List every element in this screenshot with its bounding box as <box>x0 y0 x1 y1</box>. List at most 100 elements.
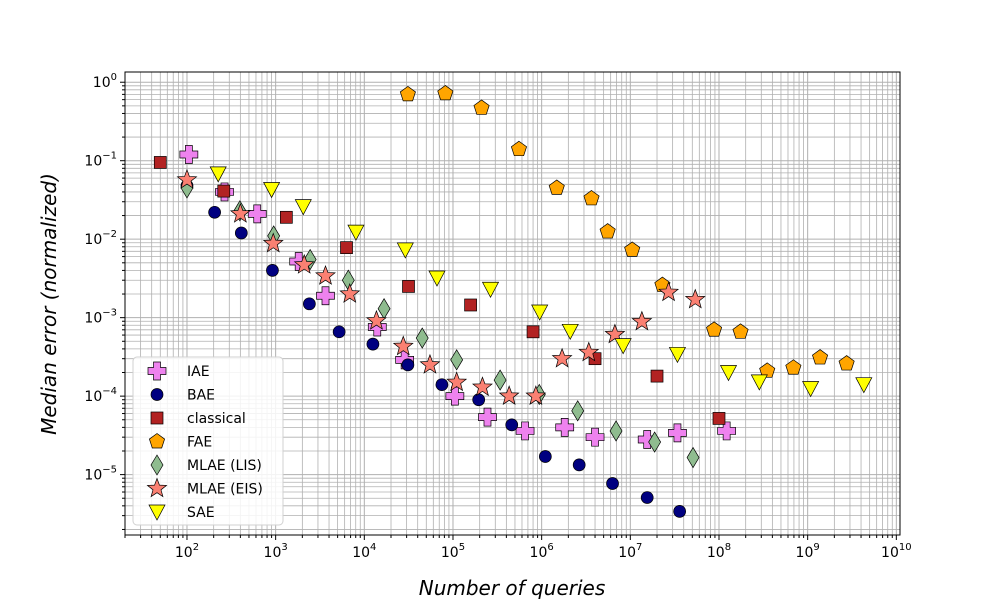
legend-marker <box>150 388 164 401</box>
data-point <box>419 353 441 374</box>
data-point <box>572 458 586 472</box>
legend-label: FAE <box>187 435 212 451</box>
data-point <box>684 288 706 309</box>
legend-marker <box>148 433 166 449</box>
y-tick-label: 10−3 <box>84 308 117 327</box>
data-point <box>525 385 547 406</box>
data-point <box>262 232 284 253</box>
data-point <box>340 241 353 254</box>
x-tick-label: 103 <box>264 542 288 561</box>
data-point <box>365 309 387 330</box>
data-point <box>153 156 167 169</box>
data-point <box>719 365 738 382</box>
data-point <box>401 358 415 372</box>
y-tick-label: 10−2 <box>84 229 117 248</box>
data-point <box>445 386 465 406</box>
data-point <box>658 281 680 302</box>
data-point <box>229 202 251 223</box>
data-point <box>293 253 315 274</box>
data-point <box>551 347 573 368</box>
data-point <box>347 224 365 241</box>
data-point <box>599 223 616 239</box>
x-tick-label: 105 <box>441 542 465 561</box>
data-point <box>399 85 416 102</box>
y-axis-label: Median error (normalized) <box>37 173 61 435</box>
data-point <box>472 393 486 407</box>
data-point <box>473 99 490 115</box>
x-tick-label: 108 <box>707 542 731 561</box>
data-point <box>712 412 726 425</box>
data-point <box>717 421 737 441</box>
data-point <box>217 184 231 198</box>
legend-item: MLAE (LIS) <box>150 454 262 476</box>
data-point <box>750 374 768 391</box>
data-point <box>838 355 855 371</box>
legend: IAE BAE classical FAE MLAE (LIS) MLAE (EIS) SA… <box>132 356 284 526</box>
data-point <box>478 407 497 427</box>
data-point <box>640 491 654 504</box>
data-point <box>785 359 802 375</box>
data-point <box>481 281 500 299</box>
legend-marker <box>147 361 167 381</box>
data-point <box>263 182 281 199</box>
legend-item: FAE <box>148 433 212 451</box>
plot-frame <box>124 71 901 536</box>
x-axis-label: Number of queries <box>419 576 606 600</box>
data-point <box>548 179 565 195</box>
data-point <box>606 477 619 490</box>
data-point <box>609 420 623 442</box>
data-point <box>428 270 446 287</box>
data-point <box>279 210 293 224</box>
data-point <box>435 378 449 392</box>
data-point <box>614 338 632 355</box>
data-point <box>526 325 540 339</box>
data-point <box>396 242 414 259</box>
data-point <box>555 418 575 437</box>
data-point <box>650 369 664 383</box>
data-point <box>446 371 468 392</box>
data-point <box>339 283 361 303</box>
data-point <box>706 321 723 337</box>
legend-item: classical <box>150 411 246 427</box>
data-point <box>332 325 346 339</box>
data-point <box>686 446 700 469</box>
data-point <box>366 337 380 351</box>
legend-item: SAE <box>148 504 215 521</box>
data-point <box>294 199 312 216</box>
data-point <box>415 327 429 349</box>
data-point <box>179 145 199 164</box>
data-point <box>266 264 279 277</box>
legend-marker <box>148 504 166 521</box>
data-point <box>234 226 248 240</box>
data-point <box>464 298 477 312</box>
legend-label: MLAE (LIS) <box>187 458 262 474</box>
legend-item: IAE <box>147 361 210 381</box>
data-point <box>585 427 605 447</box>
data-point <box>471 376 493 397</box>
data-point <box>208 205 221 219</box>
data-point <box>732 323 749 339</box>
x-tick-label: 104 <box>352 542 376 561</box>
x-tick-label: 107 <box>618 542 642 561</box>
data-point <box>578 341 600 362</box>
y-tick-label: 10−5 <box>84 465 117 484</box>
data-point <box>538 450 552 463</box>
data-point <box>668 423 687 443</box>
legend-label: MLAE (EIS) <box>187 482 263 498</box>
y-tick-label: 100 <box>93 72 117 91</box>
data-point <box>571 400 585 422</box>
data-point <box>209 166 227 183</box>
data-point <box>392 335 414 356</box>
legend-label: BAE <box>187 388 215 404</box>
data-point <box>673 505 686 518</box>
data-point <box>624 241 641 257</box>
legend-box <box>132 356 284 526</box>
data-point <box>648 431 662 453</box>
legend-label: IAE <box>187 364 210 380</box>
data-point <box>561 323 579 341</box>
legend-label: SAE <box>187 505 215 521</box>
data-point <box>812 349 829 365</box>
legend-marker <box>150 411 164 425</box>
data-point <box>315 264 336 285</box>
